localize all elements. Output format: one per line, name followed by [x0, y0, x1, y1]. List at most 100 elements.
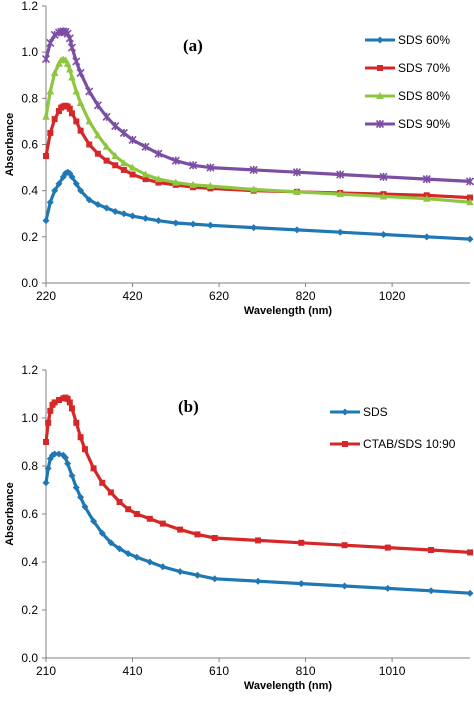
data-point	[99, 479, 106, 486]
data-point	[50, 68, 59, 76]
data-point	[46, 38, 55, 47]
data-point	[72, 57, 81, 66]
y-tick-label: 0.8	[21, 459, 38, 473]
y-tick-label: 1.2	[21, 363, 38, 377]
data-point	[112, 162, 119, 169]
data-point	[120, 166, 127, 173]
x-tick-label: 410	[123, 664, 143, 678]
data-point	[159, 563, 167, 571]
data-point	[116, 499, 123, 505]
data-point	[94, 201, 102, 209]
data-point	[249, 165, 258, 174]
data-point	[171, 178, 180, 186]
data-point	[422, 194, 431, 202]
legend-marker	[377, 65, 383, 71]
data-point	[211, 535, 218, 541]
data-point	[50, 30, 59, 39]
data-point	[111, 152, 120, 160]
y-tick-label: 0.6	[21, 507, 38, 521]
legend-marker	[342, 441, 348, 447]
data-point	[206, 221, 214, 229]
data-point	[72, 484, 80, 492]
legend-label: SDS 60%	[398, 33, 450, 47]
data-point	[46, 198, 54, 206]
data-point	[72, 87, 81, 95]
data-point	[254, 577, 262, 585]
y-tick-label: 1.2	[21, 0, 38, 13]
data-point	[177, 526, 184, 533]
data-point	[103, 204, 111, 212]
data-point	[211, 575, 219, 583]
data-point	[42, 112, 50, 120]
data-point	[43, 153, 49, 160]
data-point	[51, 116, 58, 123]
data-point	[116, 545, 124, 553]
legend-label: CTAB/SDS 10:90	[363, 437, 456, 451]
data-point	[465, 177, 474, 186]
series-1: CTAB/SDS 10:90	[43, 394, 473, 556]
data-point	[172, 219, 180, 227]
x-tick-label: 220	[36, 289, 56, 303]
y-tick-label: 0.4	[21, 184, 38, 198]
data-point	[51, 399, 58, 406]
data-point	[77, 493, 85, 501]
x-axis-title: Wavelength (nm)	[244, 680, 333, 692]
legend-marker	[341, 408, 349, 416]
data-point	[107, 489, 114, 496]
data-point	[44, 464, 52, 472]
data-point	[292, 168, 302, 177]
data-point	[81, 503, 89, 511]
data-point	[341, 582, 349, 590]
data-point	[379, 172, 388, 181]
series-0: SDS 60%	[42, 33, 474, 243]
data-point	[297, 580, 305, 588]
data-point	[142, 176, 149, 183]
data-point	[250, 224, 258, 232]
data-point	[42, 479, 50, 487]
data-point	[85, 196, 93, 204]
data-point	[76, 98, 85, 106]
data-point	[129, 212, 137, 220]
data-point	[68, 405, 75, 412]
data-point	[66, 105, 73, 112]
data-point	[73, 118, 80, 125]
legend-label: SDS 80%	[398, 89, 450, 103]
y-tick-label: 0.6	[21, 138, 38, 152]
data-point	[55, 397, 62, 403]
data-point	[93, 101, 102, 110]
data-point	[384, 584, 392, 592]
data-point	[336, 170, 345, 179]
data-point	[154, 149, 163, 158]
data-point	[146, 515, 153, 522]
y-tick-label: 0.0	[21, 276, 38, 290]
data-point	[255, 537, 261, 544]
legend-label: SDS 70%	[398, 61, 450, 75]
data-point	[103, 157, 110, 164]
data-point	[124, 550, 132, 558]
series-3: SDS 90%	[41, 27, 474, 186]
y-tick-label: 0.4	[21, 555, 38, 569]
data-point	[47, 129, 54, 136]
data-point	[336, 228, 344, 236]
data-point	[90, 517, 98, 525]
data-point	[176, 568, 184, 576]
series-line	[44, 170, 472, 241]
data-point	[141, 142, 150, 151]
data-point	[193, 571, 201, 579]
data-point	[466, 198, 474, 206]
legend-label: SDS	[363, 405, 388, 419]
series-2: SDS 80%	[42, 55, 474, 206]
chart-panel-a: 0.0 0.2 0.4 0.6 0.8 1.0 1.2 220 420 620 820 1020 Wav…	[4, 0, 474, 317]
data-point	[120, 158, 128, 166]
y-tick-label: 0.2	[21, 603, 38, 617]
data-point	[249, 185, 258, 193]
x-tick-label: 420	[123, 289, 143, 303]
data-point	[146, 558, 154, 566]
panel-label: (a)	[183, 36, 203, 55]
series-0: SDS	[42, 405, 474, 597]
data-point	[65, 34, 74, 43]
data-point	[125, 506, 132, 513]
data-point	[119, 128, 128, 138]
data-point	[47, 407, 54, 414]
data-point	[102, 112, 111, 121]
